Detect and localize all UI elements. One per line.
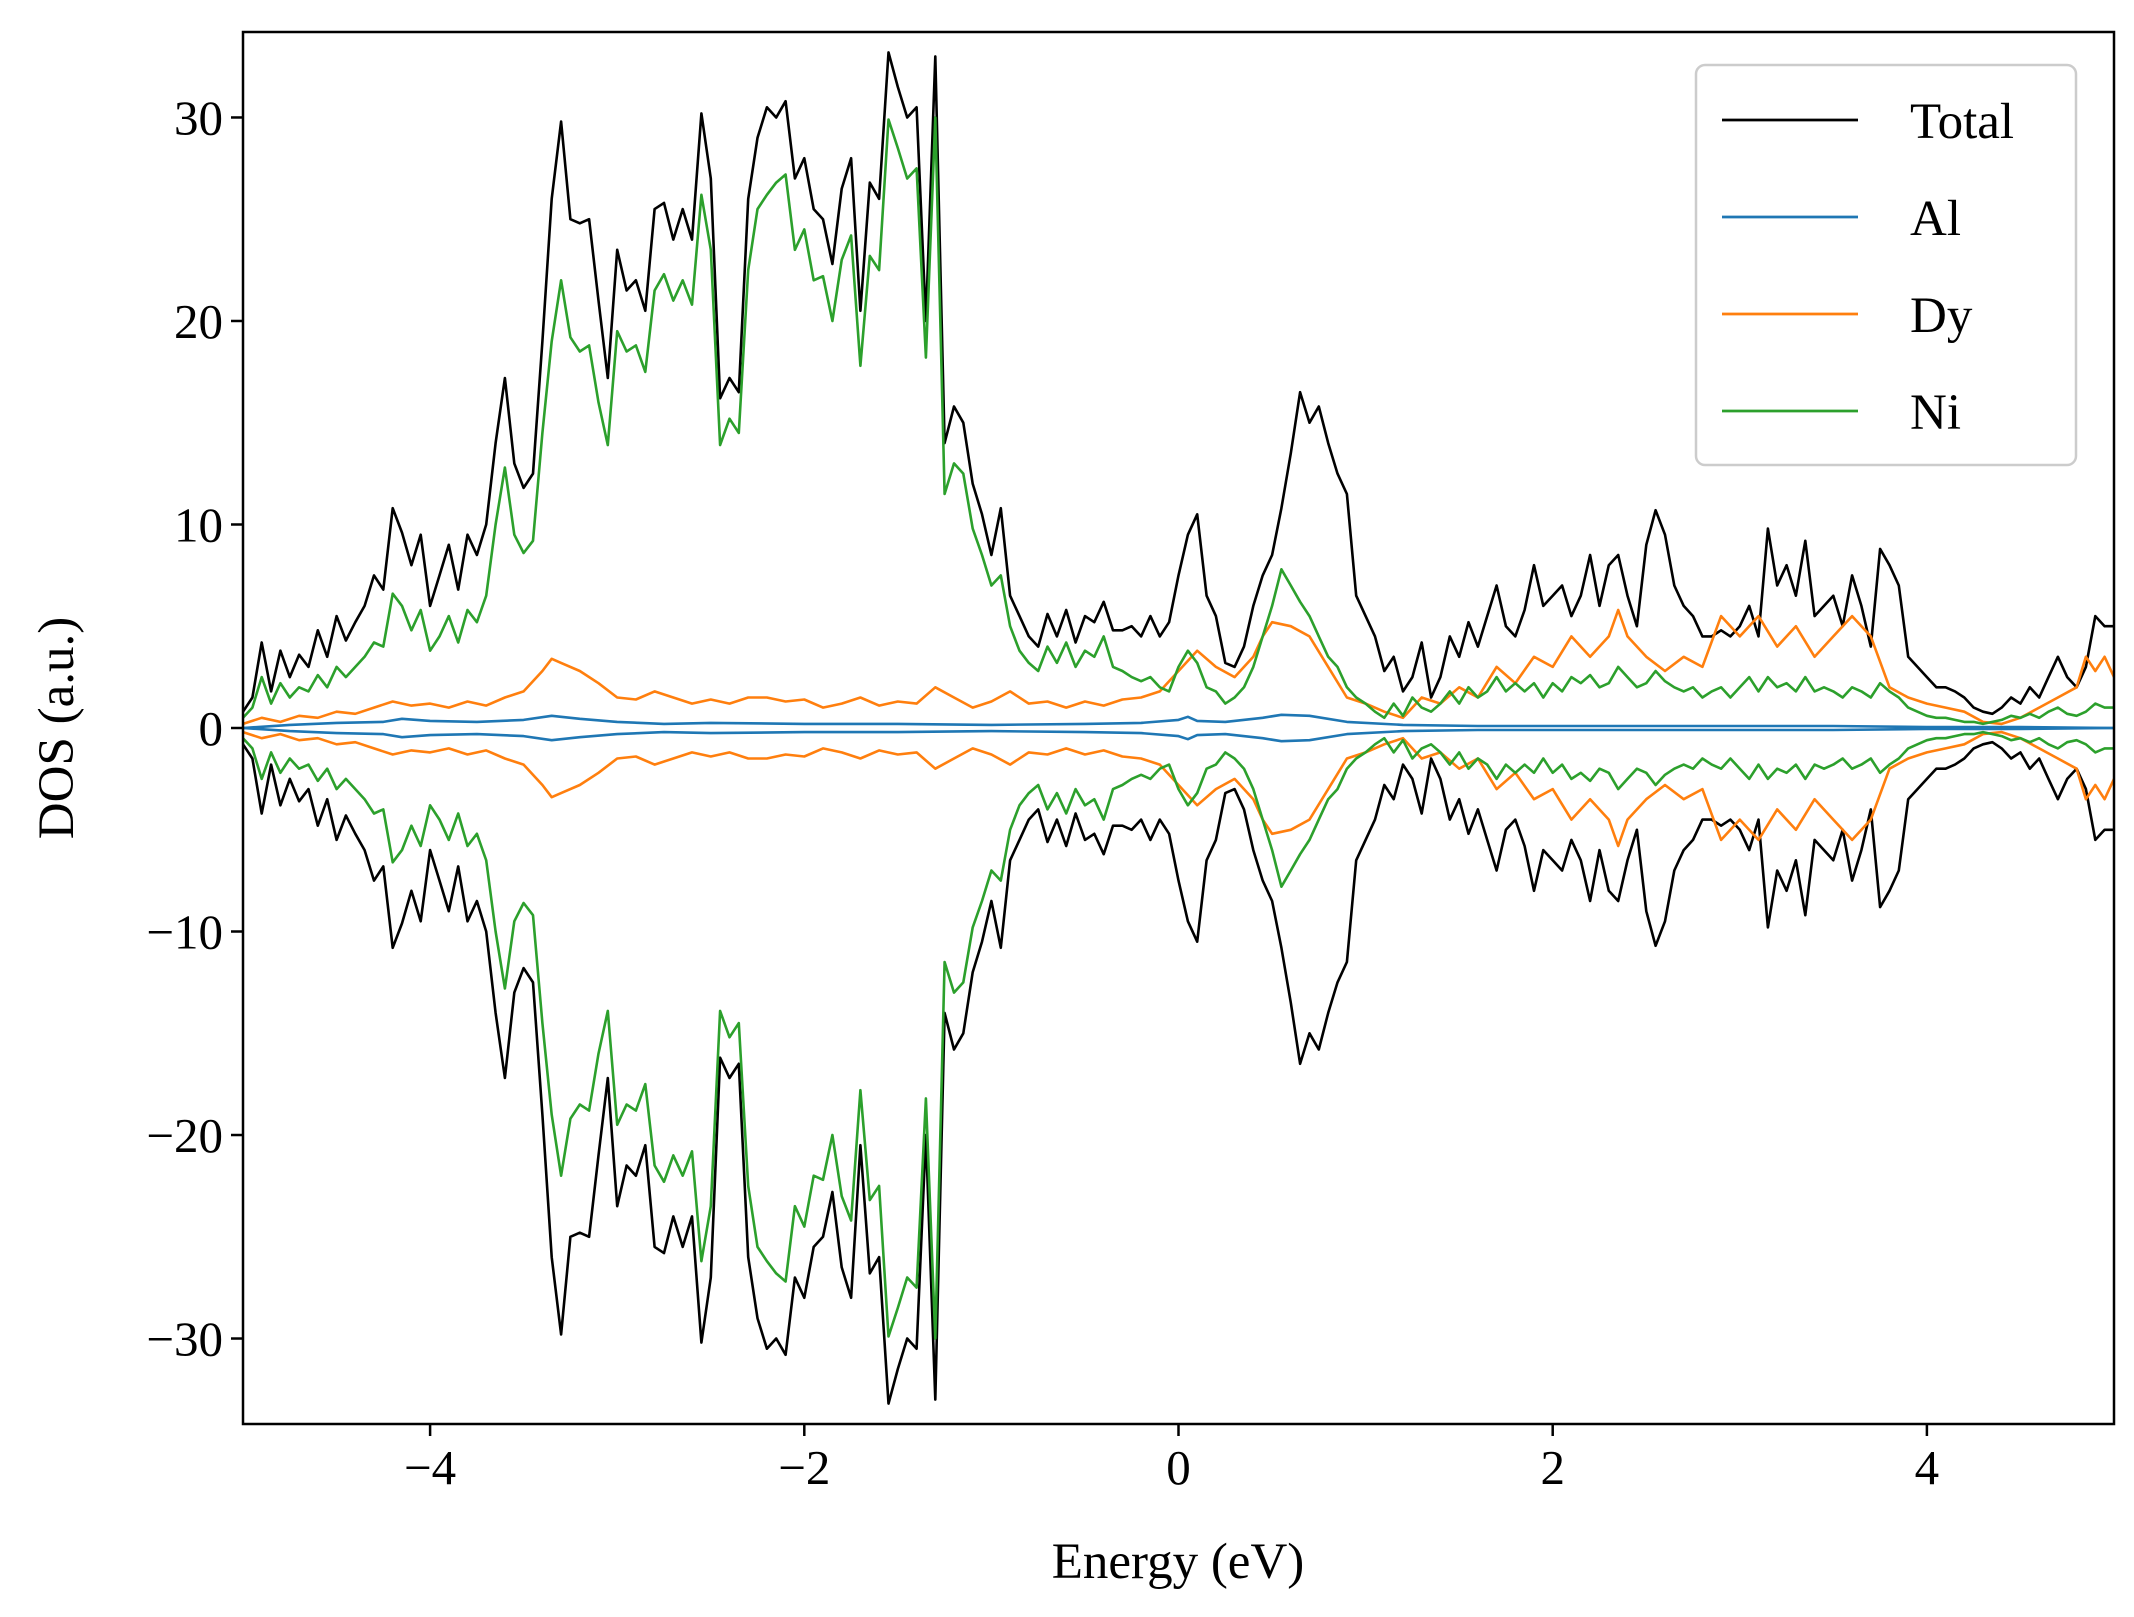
y-tick-label: 30 [174, 90, 223, 145]
legend-box [1694, 63, 2078, 467]
x-tick-label: −4 [404, 1440, 456, 1495]
y-tick-label: −20 [146, 1108, 223, 1163]
x-tick-label: −2 [778, 1440, 830, 1495]
series-line-ni-down [243, 730, 2114, 1340]
x-tick-label: 0 [1166, 1440, 1191, 1495]
x-tick-label: 4 [1915, 1440, 1940, 1495]
legend-label-al: Al [1910, 191, 1961, 247]
series-layer [243, 51, 2114, 1405]
legend-label-total: Total [1910, 94, 2014, 150]
y-tick-label: 10 [174, 497, 223, 552]
legend-label-dy: Dy [1910, 288, 1973, 344]
legend-label-ni: Ni [1910, 385, 1961, 441]
series-line-dy-down [243, 730, 2114, 848]
x-axis-label: Energy (eV) [1052, 1534, 1305, 1590]
series-line-dy-up [243, 608, 2114, 726]
y-axis: 30 20 10 0 −10 −20 −30 [146, 90, 243, 1367]
series-line-total-down [243, 740, 2114, 1405]
y-tick-label: 0 [199, 701, 224, 756]
x-axis: −4 −2 0 2 4 [404, 1424, 1939, 1495]
y-tick-label: 20 [174, 294, 223, 349]
y-tick-label: −10 [146, 905, 223, 960]
x-tick-label: 2 [1540, 1440, 1565, 1495]
series-line-al-down [243, 726, 2114, 743]
series-line-ni-up [243, 116, 2114, 726]
series-line-total-up [243, 51, 2114, 716]
series-line-al-up [243, 713, 2114, 730]
y-axis-label: DOS (a.u.) [29, 617, 85, 839]
y-tick-label: −30 [146, 1312, 223, 1367]
legend: Total Al Dy Ni [1694, 63, 2078, 467]
